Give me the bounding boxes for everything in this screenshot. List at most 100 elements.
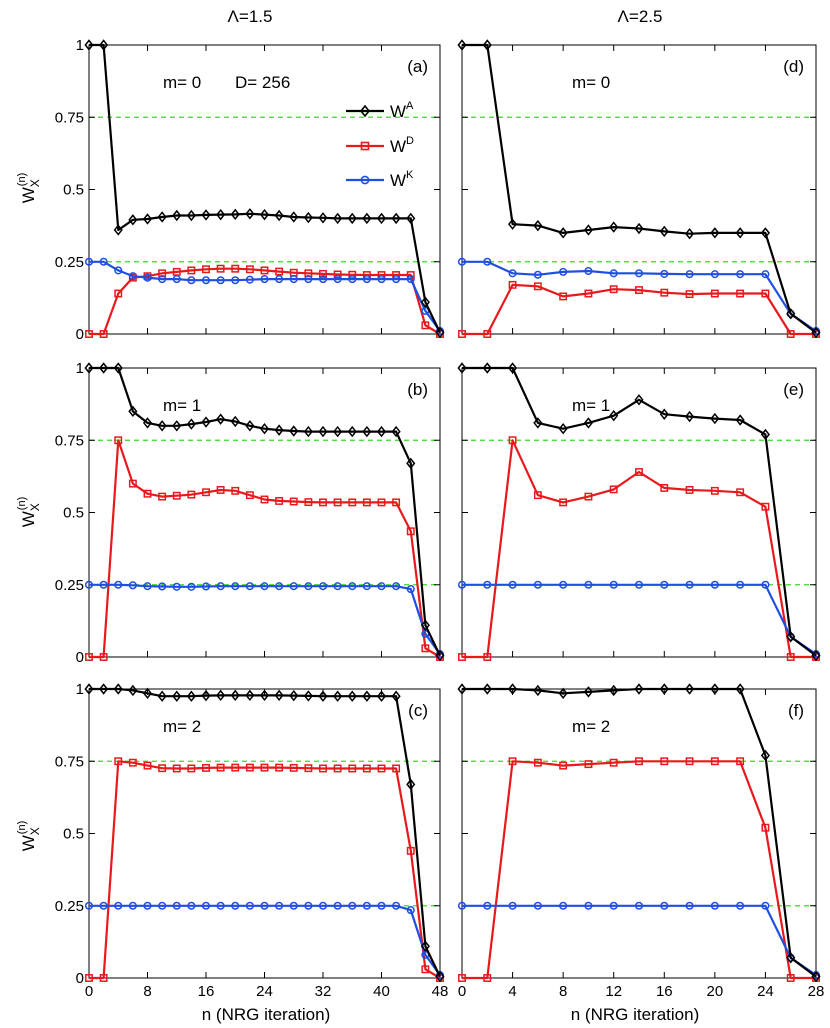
data-point (685, 270, 694, 279)
data-point (333, 498, 342, 507)
data-point (635, 286, 643, 295)
panel-label: (c) (408, 701, 428, 720)
column-title-left: Λ=1.5 (228, 7, 273, 26)
data-point (245, 689, 255, 702)
data-point (128, 684, 138, 697)
data-point (99, 901, 108, 910)
data-point (659, 408, 669, 420)
m-label: m= 1 (163, 396, 201, 415)
data-point (260, 495, 269, 504)
data-point (318, 212, 328, 224)
m-label: m= 0 (163, 73, 201, 92)
series-wd (458, 436, 820, 661)
data-point (710, 412, 720, 425)
panel-c: 0 0.25 0.5 0.75 1 0 8 16 24 32 40 48 (c) m= 2 (55, 681, 449, 1000)
data-point (584, 492, 593, 501)
data-point (482, 683, 492, 695)
series-line-wk (462, 904, 817, 977)
data-point (786, 631, 796, 643)
series-line-wd (89, 760, 441, 980)
y-tick-label: 0.75 (55, 109, 84, 126)
data-point (275, 901, 284, 910)
series-wd (85, 264, 444, 338)
axes-frame (461, 688, 817, 979)
data-point (583, 417, 593, 429)
y-tick-label: 0.5 (63, 826, 84, 843)
axes-frame (88, 688, 441, 979)
m-label: m= 1 (572, 396, 610, 415)
series-wa (84, 362, 445, 662)
data-point (483, 330, 492, 338)
data-point (786, 330, 795, 338)
data-point (216, 413, 226, 425)
data-point (275, 582, 284, 591)
data-point (391, 425, 401, 438)
svg-text:WD: WD (390, 135, 414, 156)
data-point (348, 498, 357, 507)
data-point (84, 362, 94, 374)
x-axis-label-right: n (NRG iteration) (571, 1005, 699, 1024)
data-point (186, 690, 196, 702)
column-title-right: Λ=2.5 (618, 7, 663, 26)
data-point (347, 212, 357, 225)
data-point (508, 362, 518, 374)
data-point (457, 257, 467, 266)
data-point (559, 292, 568, 301)
data-point (508, 683, 518, 695)
data-point (558, 687, 568, 700)
data-point (735, 227, 745, 239)
data-point (231, 901, 240, 910)
data-point (660, 269, 669, 278)
data-point (559, 901, 568, 910)
y-tick-label: 1 (76, 360, 84, 377)
data-point (304, 901, 313, 910)
data-point (333, 275, 342, 284)
data-point (435, 649, 445, 662)
data-point (142, 417, 153, 429)
x-tick-label: 4 (508, 983, 516, 1000)
series-wk (84, 580, 445, 659)
data-point (245, 901, 254, 910)
data-point (186, 418, 196, 430)
x-tick-label: 12 (605, 983, 622, 1000)
data-point (760, 428, 770, 441)
y-tick-label: 0.25 (55, 254, 84, 271)
panel-a: 0 0.25 0.5 0.75 1 (a) m= 0 D= 256 (55, 37, 445, 343)
data-point (289, 211, 299, 223)
data-point (635, 757, 643, 766)
data-point (201, 209, 211, 221)
series-line-wk (462, 583, 817, 656)
data-point (172, 764, 181, 773)
data-point (259, 208, 270, 221)
panel-d: (d) m= 0 (457, 39, 821, 339)
data-point (458, 330, 466, 338)
data-point (406, 906, 415, 915)
panel-f: 0 4 8 12 16 20 24 28 (f) m= 2 (457, 683, 824, 1000)
series-line-wa (462, 366, 817, 657)
data-point (710, 757, 719, 766)
data-point (482, 362, 492, 374)
data-point (508, 280, 517, 289)
data-point (187, 276, 196, 285)
data-point (406, 778, 416, 791)
data-point (245, 208, 255, 220)
data-point (584, 760, 593, 769)
data-point (584, 266, 593, 276)
data-point (811, 326, 821, 339)
data-point (583, 224, 593, 236)
data-point (457, 580, 467, 589)
data-point (245, 420, 255, 432)
data-point (158, 764, 167, 773)
data-point (710, 683, 720, 695)
data-point (231, 264, 240, 273)
data-point (392, 901, 401, 910)
y-tick-label: 0.5 (63, 182, 84, 199)
data-point (85, 653, 93, 661)
panel-label: (e) (783, 380, 804, 399)
data-point (483, 580, 492, 589)
data-point (85, 974, 93, 982)
data-point (201, 901, 211, 910)
panel-label: (b) (407, 380, 428, 399)
series-line-wk (89, 904, 441, 976)
data-point (533, 270, 542, 279)
